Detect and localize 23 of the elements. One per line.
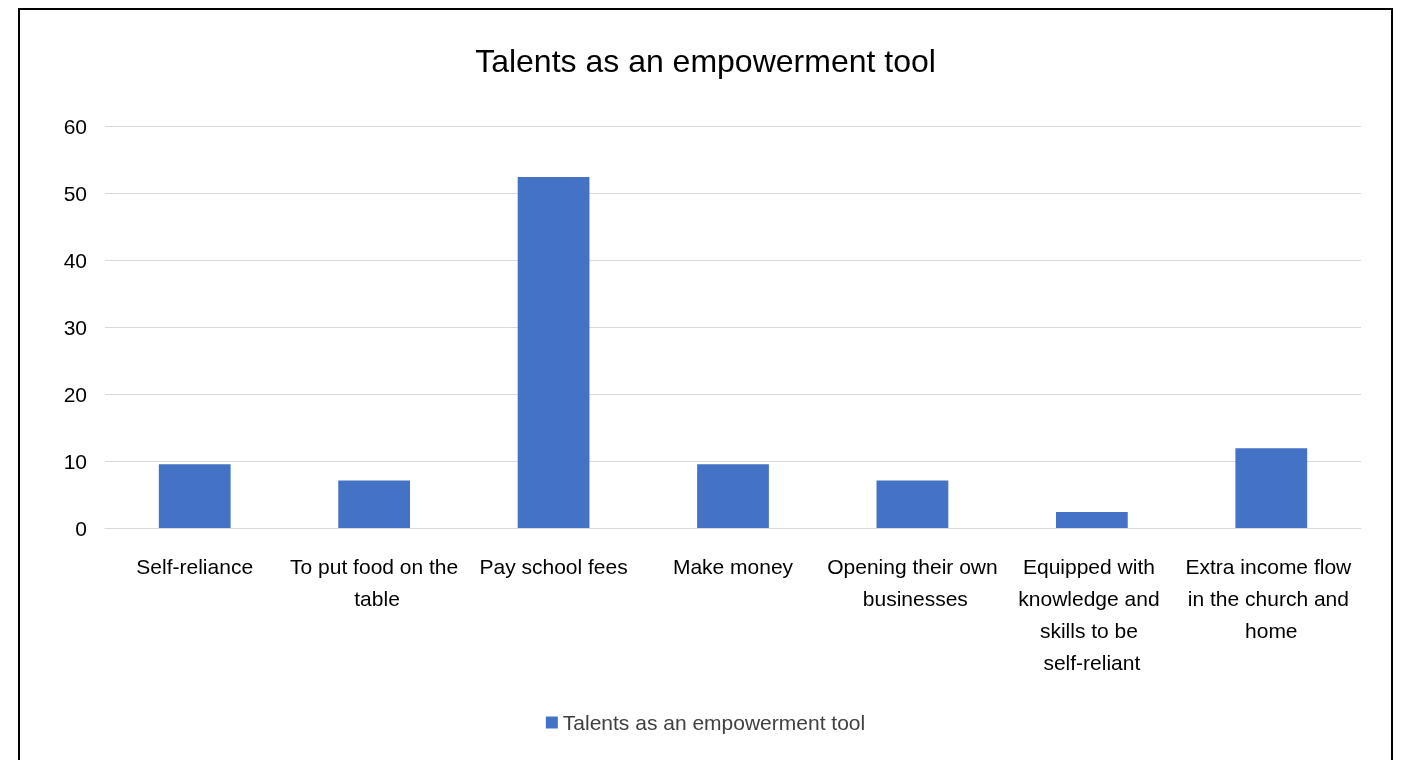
y-tick-label: 50 [63,181,87,205]
bar [517,176,590,528]
y-tick-label: 60 [63,114,87,138]
bar [1235,448,1308,528]
x-tick-label: To put food on the table [290,554,459,610]
x-tick-label: Extra income flow in the church and home [1185,554,1358,642]
bar [1055,511,1128,528]
x-tick-label: Equipped with knowledge and skills to be self-reliant [1018,554,1166,674]
chart-title: Talents as an empowerment tool [475,43,936,79]
x-tick-label: Self-reliance [136,554,254,578]
y-tick-label: 40 [63,248,87,272]
x-tick-label: Make money [672,554,794,578]
x-tick-label: Opening their own businesses [827,554,998,610]
bar [338,480,411,528]
y-tick-label: 10 [63,449,87,473]
x-tick-label: Pay school fees [479,554,628,578]
bar [158,464,231,528]
y-tick-label: 30 [63,315,87,339]
y-tick-label: 20 [63,382,87,406]
bar [697,464,769,528]
bar [876,480,949,528]
legend-label: Talents as an empowerment tool [562,711,866,734]
y-tick-label: 0 [75,516,87,540]
